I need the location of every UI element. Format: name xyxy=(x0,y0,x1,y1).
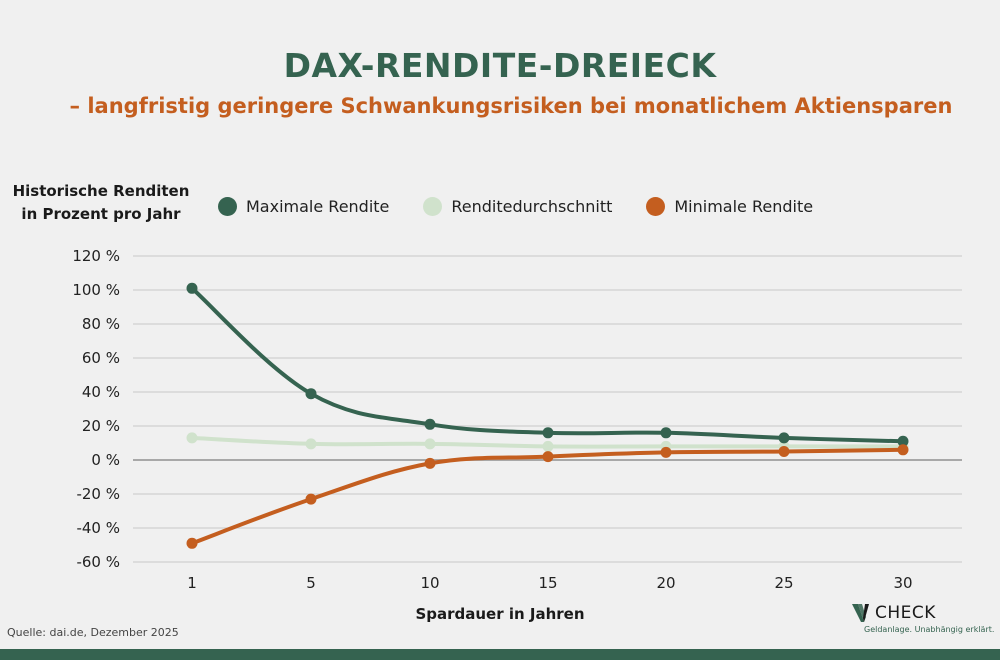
vcheck-logo: CHECK Geldanlage. Unabhängig erklärt. xyxy=(852,603,994,634)
source-note: Quelle: dai.de, Dezember 2025 xyxy=(7,626,179,639)
series-maximale-rendite xyxy=(186,282,909,447)
legend-dot-icon xyxy=(646,197,666,216)
y-tick-label: -20 % xyxy=(76,485,120,503)
logo-tagline: Geldanlage. Unabhängig erklärt. xyxy=(864,625,995,634)
data-point xyxy=(186,282,198,294)
x-tick-label: 1 xyxy=(187,574,197,592)
y-tick-label: -60 % xyxy=(76,553,120,571)
chart-title: DAX-RENDITE-DREIECK xyxy=(283,46,717,85)
y-tick-label: 60 % xyxy=(82,349,120,367)
data-point xyxy=(660,446,672,458)
legend: Maximale Rendite Renditedurchschnitt Min… xyxy=(218,197,813,216)
data-point xyxy=(542,427,554,439)
data-point xyxy=(305,388,317,400)
data-point xyxy=(424,457,436,469)
x-tick-label: 15 xyxy=(538,574,557,592)
legend-item-avg: Renditedurchschnitt xyxy=(423,197,612,216)
data-point xyxy=(186,432,198,444)
data-point xyxy=(660,427,672,439)
x-axis-title: Spardauer in Jahren xyxy=(415,605,585,623)
y-tick-label: 100 % xyxy=(72,281,120,299)
legend-item-max: Maximale Rendite xyxy=(218,197,389,216)
data-point xyxy=(186,537,198,549)
data-point xyxy=(542,440,554,452)
data-point xyxy=(305,438,317,450)
y-tick-label: 120 % xyxy=(72,247,120,265)
legend-label: Minimale Rendite xyxy=(674,197,814,216)
y-tick-label: 0 % xyxy=(91,451,120,469)
data-point xyxy=(305,493,317,505)
y-axis-ticks: 120 % 100 % 80 % 60 % 40 % 20 % 0 % -20 % -40 % -… xyxy=(72,247,120,571)
y-tick-label: -40 % xyxy=(76,519,120,537)
series-minimale-rendite xyxy=(186,444,909,549)
legend-dot-icon xyxy=(218,197,237,216)
y-axis-title: Historische Renditen in Prozent pro Jahr xyxy=(12,182,190,223)
footer-bar xyxy=(0,649,1000,660)
y-tick-label: 40 % xyxy=(82,383,120,401)
y-tick-label: 80 % xyxy=(82,315,120,333)
legend-item-min: Minimale Rendite xyxy=(646,197,813,216)
x-tick-label: 25 xyxy=(774,574,793,592)
grid-lines xyxy=(133,255,962,563)
legend-label: Renditedurchschnitt xyxy=(451,197,613,216)
data-point xyxy=(424,418,436,430)
legend-label: Maximale Rendite xyxy=(246,197,390,216)
data-point xyxy=(897,435,909,447)
data-point xyxy=(424,438,436,450)
x-axis-ticks: 1 5 10 15 20 25 30 xyxy=(187,574,912,592)
legend-dot-icon xyxy=(423,197,443,216)
y-tick-label: 20 % xyxy=(82,417,120,435)
logo-v-icon xyxy=(852,604,869,622)
logo-text: CHECK xyxy=(875,603,936,623)
x-tick-label: 10 xyxy=(420,574,439,592)
series-lines xyxy=(186,282,909,549)
x-tick-label: 30 xyxy=(893,574,912,592)
data-point xyxy=(897,444,909,456)
data-point xyxy=(542,451,554,463)
data-point xyxy=(778,446,790,457)
x-tick-label: 5 xyxy=(306,574,316,592)
data-point xyxy=(778,432,790,444)
chart-subtitle: – langfristig geringere Schwankungsrisik… xyxy=(69,94,953,118)
x-tick-label: 20 xyxy=(656,574,675,592)
